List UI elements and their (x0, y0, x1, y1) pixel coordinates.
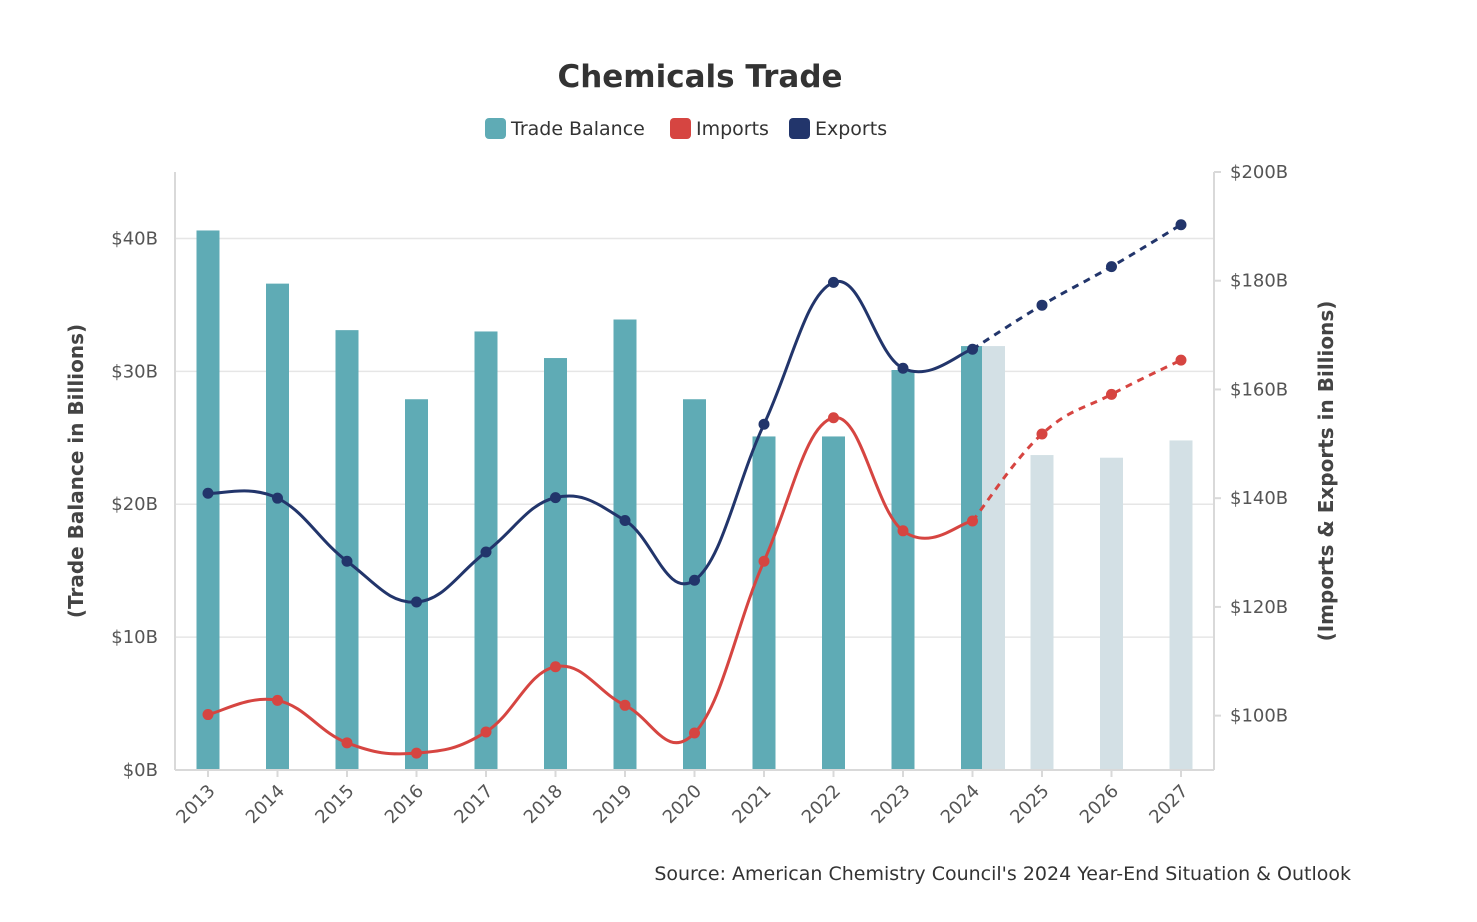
x-tick-label: 2016 (381, 781, 428, 828)
x-tick-label: 2027 (1145, 781, 1192, 828)
x-tick-label: 2014 (242, 781, 289, 828)
imports-point[interactable] (967, 515, 978, 527)
imports-line (207, 416, 973, 756)
exports-point[interactable] (689, 574, 700, 586)
exports-point[interactable] (1036, 299, 1048, 311)
legend-swatch-imports (670, 118, 691, 139)
trade-balance-bar[interactable] (613, 319, 637, 770)
imports-point[interactable] (480, 726, 492, 738)
forecast-bar[interactable] (1030, 455, 1054, 770)
left-tick-label: $40B (111, 228, 158, 249)
right-tick-label: $180B (1230, 271, 1288, 292)
legend-item-trade-balance[interactable]: Trade Balance (485, 118, 645, 140)
exports-point[interactable] (828, 276, 839, 288)
exports-point[interactable] (897, 362, 909, 374)
trade-balance-bar[interactable] (822, 436, 845, 770)
imports-point[interactable] (341, 737, 353, 749)
imports-point[interactable] (202, 709, 214, 721)
legend-item-imports[interactable]: Imports (670, 118, 769, 140)
left-tick-label: $0B (123, 760, 158, 781)
exports-point[interactable] (1175, 219, 1187, 231)
imports-forecast-line (971, 358, 1182, 522)
x-tick-label: 2021 (728, 781, 775, 828)
exports-point[interactable] (1106, 261, 1117, 273)
legend: Trade Balance Imports Exports (485, 118, 887, 140)
x-tick-label: 2023 (867, 781, 914, 828)
forecast-bar[interactable] (982, 346, 1005, 770)
forecast-bar[interactable] (1169, 440, 1193, 770)
chart-title: Chemicals Trade (557, 59, 842, 95)
x-tick-label: 2026 (1076, 781, 1123, 828)
trade-balance-bar[interactable] (891, 370, 915, 770)
exports-point[interactable] (202, 487, 214, 499)
trade-balance-bar[interactable] (266, 283, 289, 770)
legend-label-imports: Imports (696, 118, 769, 140)
exports-point[interactable] (480, 546, 492, 558)
trade-balance-bar[interactable] (405, 399, 428, 770)
right-tick-label: $120B (1230, 597, 1288, 618)
imports-point[interactable] (272, 694, 283, 706)
exports-point[interactable] (967, 343, 978, 355)
x-tick-label: 2025 (1006, 781, 1053, 828)
left-tick-label: $10B (111, 627, 158, 648)
imports-point[interactable] (1106, 388, 1117, 400)
exports-point[interactable] (272, 492, 283, 504)
x-tick-label: 2018 (520, 781, 567, 828)
right-tick-label: $140B (1230, 488, 1288, 509)
trade-balance-bars (196, 230, 1193, 770)
x-tick-label: 2017 (450, 781, 497, 828)
exports-point[interactable] (758, 418, 770, 430)
exports-point[interactable] (619, 514, 631, 526)
exports-point[interactable] (550, 492, 561, 504)
trade-balance-bar[interactable] (961, 346, 984, 770)
legend-item-exports[interactable]: Exports (789, 118, 887, 140)
x-tick-label: 2022 (798, 781, 845, 828)
imports-point[interactable] (758, 555, 770, 567)
right-tick-label: $160B (1230, 379, 1288, 400)
right-axis-ticks: $100B $120B $140B $160B $180B $200B (1214, 162, 1288, 727)
exports-point[interactable] (411, 596, 422, 608)
x-tick-label: 2024 (937, 781, 984, 828)
exports-forecast-line (971, 223, 1182, 351)
series-points (202, 219, 1187, 759)
right-tick-label: $200B (1230, 162, 1288, 183)
forecast-bar[interactable] (1100, 457, 1123, 770)
legend-swatch-trade-balance (485, 118, 506, 139)
imports-point[interactable] (619, 699, 631, 711)
trade-balance-bar[interactable] (752, 436, 776, 770)
x-tick-label: 2013 (172, 781, 219, 828)
left-axis-title: (Trade Balance in Billions) (64, 324, 88, 618)
x-tick-label: 2019 (589, 781, 636, 828)
imports-point[interactable] (411, 747, 422, 759)
legend-label-exports: Exports (815, 118, 887, 140)
imports-point[interactable] (828, 412, 839, 424)
exports-point[interactable] (341, 555, 353, 567)
imports-point[interactable] (1175, 354, 1187, 366)
source-note: Source: American Chemistry Council's 202… (654, 863, 1351, 885)
legend-swatch-exports (789, 118, 810, 139)
trade-balance-bar[interactable] (544, 358, 567, 770)
trade-balance-bar[interactable] (196, 230, 220, 770)
left-tick-label: $30B (111, 361, 158, 382)
left-tick-label: $20B (111, 494, 158, 515)
left-axis-ticks: $0B $10B $20B $30B $40B (111, 228, 158, 781)
right-tick-label: $100B (1230, 706, 1288, 727)
right-axis-title: (Imports & Exports in Billions) (1314, 301, 1338, 642)
imports-point[interactable] (1036, 428, 1048, 440)
x-axis-ticks: 2013 2014 2015 2016 2017 2018 2019 2020 2021 2022… (172, 770, 1193, 828)
x-tick-label: 2020 (659, 781, 706, 828)
imports-point[interactable] (689, 727, 700, 739)
imports-point[interactable] (550, 661, 561, 673)
x-tick-label: 2015 (311, 781, 358, 828)
imports-point[interactable] (897, 525, 909, 537)
legend-label-trade-balance: Trade Balance (510, 118, 645, 140)
trade-balance-bar[interactable] (335, 330, 359, 770)
